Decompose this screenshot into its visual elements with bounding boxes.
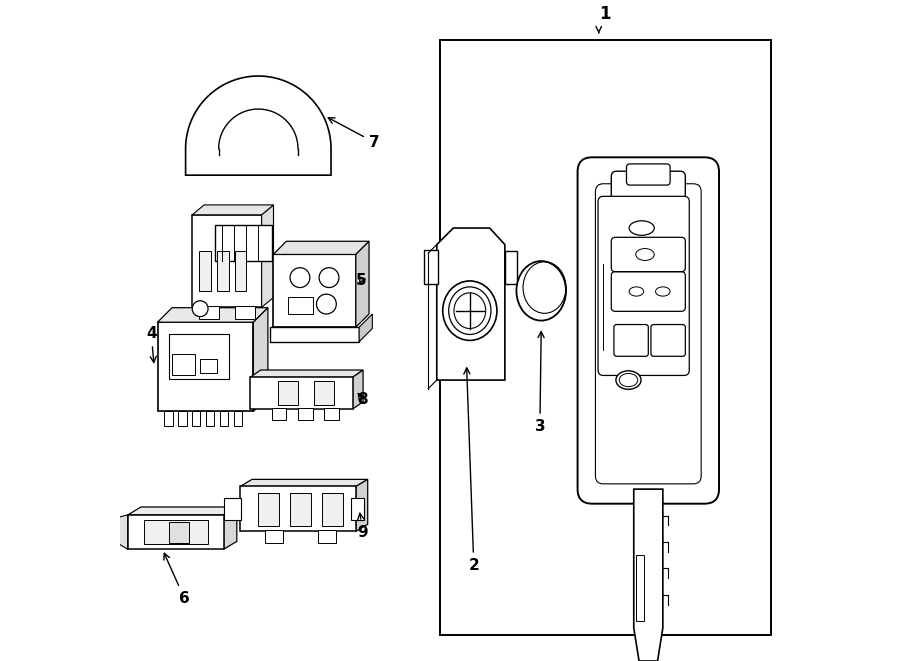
- Bar: [288, 297, 313, 314]
- Polygon shape: [262, 205, 274, 307]
- Bar: [199, 251, 211, 291]
- Text: 1: 1: [599, 5, 611, 23]
- Polygon shape: [240, 479, 368, 486]
- Polygon shape: [158, 308, 268, 323]
- Bar: [223, 498, 241, 520]
- Bar: [314, 381, 334, 405]
- Bar: [220, 411, 229, 426]
- Polygon shape: [274, 241, 369, 254]
- Polygon shape: [114, 515, 128, 549]
- Bar: [128, 515, 223, 549]
- Polygon shape: [356, 241, 369, 327]
- Bar: [158, 323, 254, 411]
- Polygon shape: [359, 314, 373, 342]
- Polygon shape: [436, 228, 505, 380]
- Bar: [240, 486, 356, 531]
- Bar: [298, 408, 312, 420]
- Bar: [424, 250, 438, 284]
- Polygon shape: [634, 489, 662, 661]
- Ellipse shape: [454, 293, 486, 329]
- Bar: [318, 530, 337, 543]
- Ellipse shape: [616, 371, 641, 389]
- Polygon shape: [128, 507, 237, 515]
- Bar: [201, 359, 217, 373]
- Bar: [274, 254, 356, 327]
- Polygon shape: [193, 205, 274, 215]
- Bar: [215, 225, 272, 261]
- Bar: [272, 408, 286, 420]
- FancyBboxPatch shape: [578, 157, 719, 504]
- Bar: [324, 408, 339, 420]
- Bar: [193, 215, 262, 307]
- Text: 2: 2: [464, 368, 479, 572]
- Bar: [169, 522, 189, 543]
- Polygon shape: [250, 370, 363, 377]
- Bar: [258, 493, 280, 526]
- Bar: [265, 530, 284, 543]
- Text: 9: 9: [357, 513, 368, 539]
- Ellipse shape: [449, 287, 491, 334]
- Bar: [178, 411, 186, 426]
- Bar: [278, 381, 298, 405]
- Text: 8: 8: [357, 393, 368, 407]
- Circle shape: [193, 301, 208, 317]
- Bar: [235, 306, 255, 319]
- Bar: [290, 493, 311, 526]
- Text: 4: 4: [146, 327, 157, 362]
- Bar: [322, 493, 343, 526]
- Bar: [270, 327, 359, 342]
- Bar: [233, 411, 242, 426]
- Bar: [206, 411, 214, 426]
- Text: 7: 7: [328, 118, 379, 149]
- Bar: [217, 251, 229, 291]
- Bar: [350, 498, 364, 520]
- Polygon shape: [353, 370, 363, 409]
- Bar: [144, 520, 209, 544]
- Text: 5: 5: [356, 274, 366, 288]
- FancyBboxPatch shape: [626, 164, 670, 185]
- Text: 3: 3: [535, 332, 545, 434]
- Bar: [235, 251, 247, 291]
- Bar: [192, 411, 201, 426]
- Polygon shape: [223, 507, 237, 549]
- Bar: [164, 411, 173, 426]
- Bar: [199, 306, 219, 319]
- Bar: [250, 377, 353, 409]
- Ellipse shape: [443, 281, 497, 340]
- Ellipse shape: [517, 261, 566, 321]
- Bar: [169, 334, 229, 379]
- Text: 6: 6: [164, 553, 190, 605]
- Bar: [505, 251, 517, 284]
- Polygon shape: [185, 76, 331, 175]
- FancyBboxPatch shape: [596, 184, 701, 484]
- Bar: [172, 354, 195, 375]
- Bar: [636, 555, 644, 621]
- Polygon shape: [254, 308, 268, 411]
- FancyBboxPatch shape: [611, 171, 685, 207]
- Bar: [440, 40, 770, 635]
- Polygon shape: [356, 479, 368, 531]
- FancyBboxPatch shape: [598, 196, 689, 375]
